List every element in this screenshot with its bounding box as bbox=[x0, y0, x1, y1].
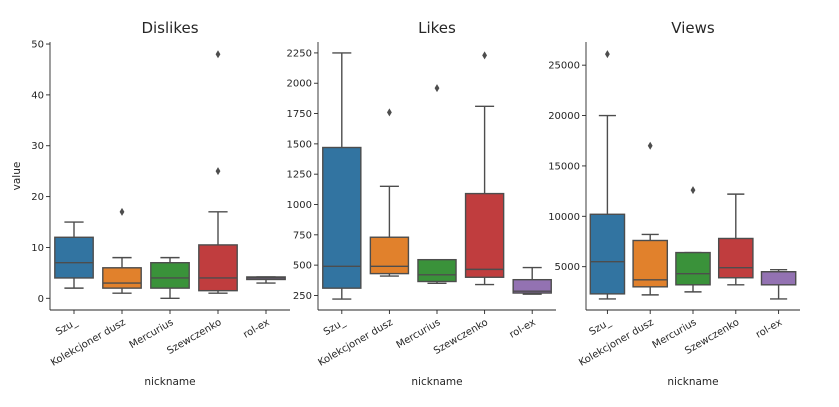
box-iqr bbox=[54, 236, 94, 279]
y-tick-label: 50 bbox=[31, 40, 44, 51]
box-iqr bbox=[512, 278, 552, 294]
y-tick-label: 750 bbox=[293, 230, 312, 241]
box-iqr bbox=[589, 213, 626, 295]
x-axis-label: nickname bbox=[411, 376, 462, 388]
outlier-point bbox=[647, 141, 653, 150]
chart-panel-likes: Likes 250 500 750 1000 1250 1500 1750 2000 2250 Sz… bbox=[287, 19, 556, 388]
box-szewczenko bbox=[198, 50, 238, 294]
y-tick-label: 1750 bbox=[287, 109, 312, 120]
box-iqr bbox=[150, 262, 190, 289]
y-tick-label: 30 bbox=[31, 141, 44, 152]
outlier-point bbox=[605, 50, 610, 59]
y-tick-label: 15000 bbox=[548, 161, 580, 172]
outlier-point bbox=[482, 51, 487, 60]
box-szu- bbox=[54, 221, 94, 289]
outlier-point bbox=[690, 186, 696, 195]
x-tick-label: rol-ex bbox=[241, 317, 271, 341]
box-iqr bbox=[417, 258, 457, 283]
y-tick-label: 10 bbox=[31, 243, 44, 254]
x-tick-label: Szewczenko bbox=[432, 317, 490, 357]
y-tick-label: 1250 bbox=[287, 170, 312, 181]
y-tick-label: 500 bbox=[293, 261, 312, 272]
box-szu- bbox=[589, 50, 626, 300]
box-szewczenko bbox=[464, 51, 505, 286]
x-tick-label: Szu_ bbox=[54, 317, 80, 338]
outlier-point bbox=[215, 167, 221, 176]
box-iqr bbox=[102, 267, 142, 289]
y-axis-label: value bbox=[11, 162, 23, 191]
y-tick-label: 0 bbox=[38, 294, 44, 305]
box-kolekcjoner-dusz bbox=[632, 141, 669, 296]
y-tick-label: 250 bbox=[293, 291, 312, 302]
box-mercurius bbox=[675, 186, 711, 293]
outlier-point bbox=[215, 50, 221, 59]
x-tick-label: Kolekcjoner dusz bbox=[577, 317, 655, 369]
chart-title: Likes bbox=[418, 19, 456, 37]
box-mercurius bbox=[417, 84, 457, 285]
box-iqr bbox=[760, 271, 797, 286]
y-tick-label: 5000 bbox=[555, 262, 580, 273]
box-szewczenko bbox=[717, 193, 754, 286]
outlier-point bbox=[119, 207, 125, 216]
x-tick-label: Szewczenko bbox=[165, 317, 223, 357]
box-rol-ex bbox=[760, 268, 797, 300]
y-tick-label: 25000 bbox=[548, 61, 580, 72]
chart-panel-views: Views 5000 10000 15000 20000 25000 Szu_Kolekcj… bbox=[548, 19, 800, 388]
box-iqr bbox=[675, 251, 711, 286]
box-kolekcjoner-dusz bbox=[369, 108, 410, 277]
box-iqr bbox=[369, 236, 410, 275]
box-iqr bbox=[322, 146, 362, 289]
box-iqr bbox=[717, 237, 754, 279]
box-rol-ex bbox=[512, 266, 552, 295]
y-tick-label: 10000 bbox=[548, 212, 580, 223]
outlier-point bbox=[434, 84, 440, 93]
x-tick-label: Szu_ bbox=[588, 317, 614, 338]
box-rol-ex bbox=[246, 276, 286, 284]
x-tick-label: rol-ex bbox=[754, 317, 784, 341]
box-kolekcjoner-dusz bbox=[102, 207, 142, 294]
y-tick-label: 20000 bbox=[548, 111, 580, 122]
x-tick-label: Szu_ bbox=[322, 317, 348, 338]
chart-title: Views bbox=[671, 19, 715, 37]
y-tick-label: 2250 bbox=[287, 48, 312, 59]
y-tick-label: 40 bbox=[31, 90, 44, 101]
y-tick-label: 20 bbox=[31, 192, 44, 203]
y-tick-label: 1500 bbox=[287, 139, 312, 150]
box-iqr bbox=[198, 244, 238, 292]
box-iqr bbox=[464, 192, 505, 278]
box-szu- bbox=[322, 52, 362, 300]
outlier-point bbox=[387, 108, 392, 117]
box-mercurius bbox=[150, 256, 190, 300]
chart-title: Dislikes bbox=[141, 19, 198, 37]
x-axis-label: nickname bbox=[667, 376, 718, 388]
y-tick-label: 2000 bbox=[287, 79, 312, 90]
y-tick-label: 1000 bbox=[287, 200, 312, 211]
x-tick-label: rol-ex bbox=[508, 317, 538, 341]
x-axis-label: nickname bbox=[144, 376, 195, 388]
